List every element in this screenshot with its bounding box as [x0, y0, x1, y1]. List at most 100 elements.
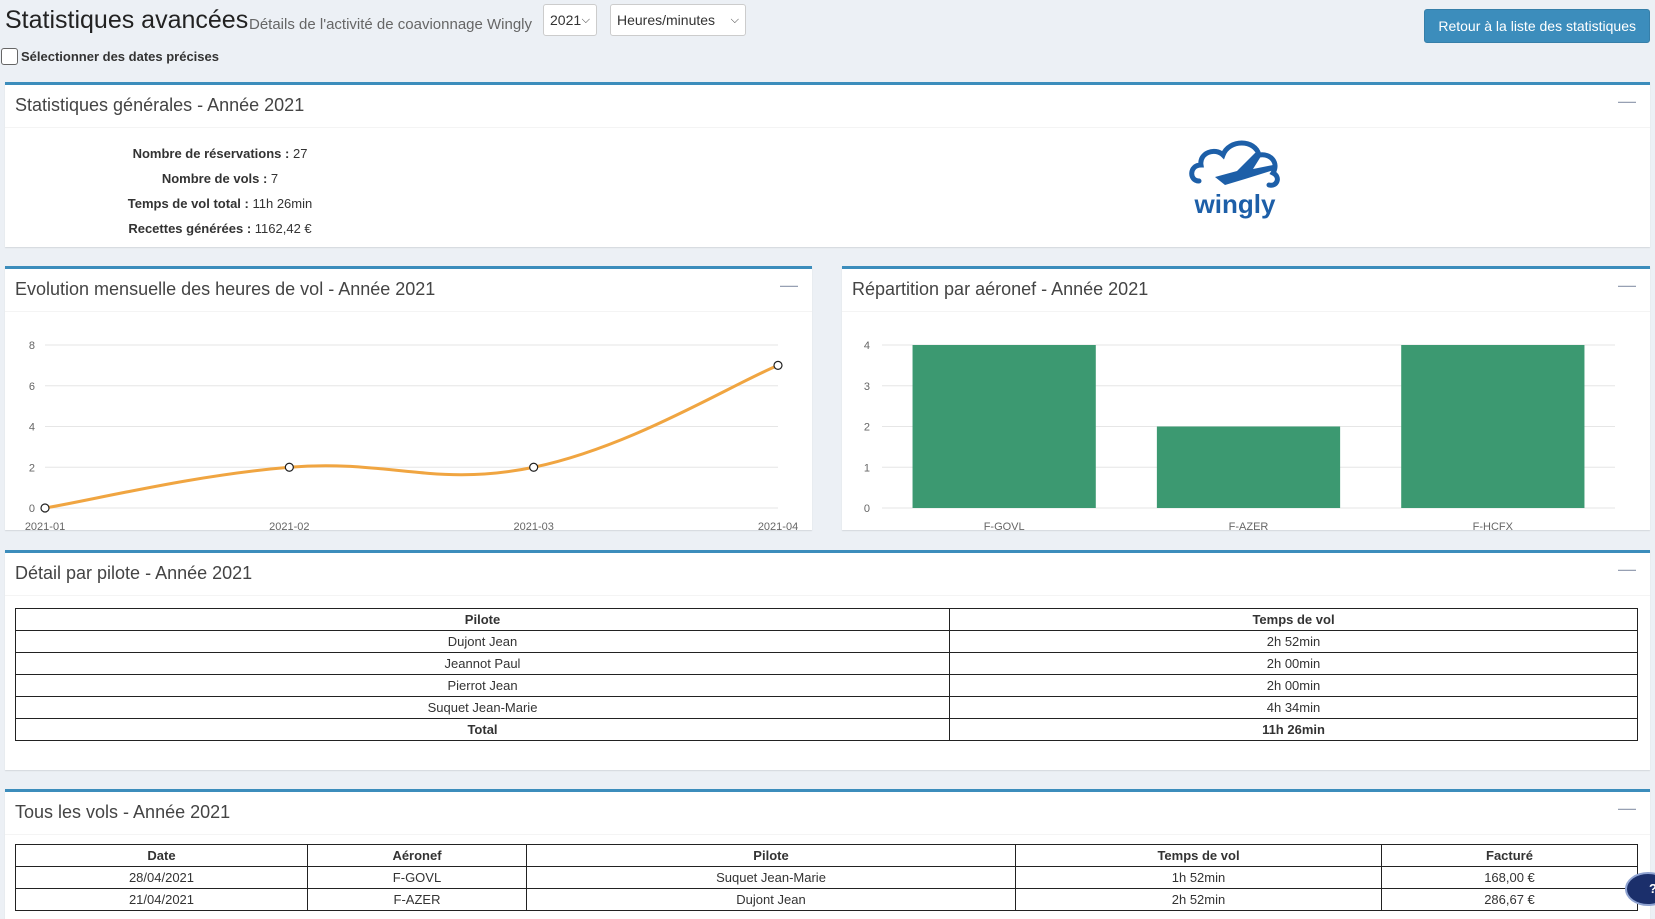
- data-point: [40, 503, 50, 513]
- general-stats-box: Statistiques générales - Année 2021 — No…: [5, 82, 1650, 247]
- pilot-cell: Suquet Jean-Marie: [15, 696, 950, 719]
- box-title: Répartition par aéronef - Année 2021: [852, 279, 1149, 299]
- total-value: 11h 26min: [949, 718, 1638, 741]
- y-tick-label: 4: [29, 422, 35, 434]
- cloud-plane-icon: wingly: [1189, 140, 1280, 219]
- y-tick-label: 3: [864, 381, 870, 393]
- flights-box: Tous les vols - Année 2021 — Date Aérone…: [5, 789, 1650, 919]
- time-cell: 4h 34min: [949, 696, 1638, 719]
- time-cell: 2h 00min: [949, 674, 1638, 697]
- minus-icon[interactable]: —: [1618, 91, 1636, 111]
- column-header: Pilote: [15, 608, 950, 631]
- wingly-logo: wingly: [1185, 133, 1285, 223]
- data-point: [773, 360, 783, 370]
- x-tick-label: F-GOVL: [984, 521, 1025, 530]
- year-select[interactable]: 2021 ⌵: [543, 4, 597, 36]
- monthly-line-chart: 0 2 4 6 8 2021-01 2021-02 2021-03 2021-04: [25, 340, 798, 533]
- minus-icon[interactable]: —: [1618, 275, 1636, 295]
- column-header: Facturé: [1381, 844, 1638, 867]
- column-header: Pilote: [526, 844, 1016, 867]
- table-header-row: Pilote Temps de vol: [15, 608, 1638, 631]
- table-row: Jeannot Paul 2h 00min: [15, 652, 1638, 675]
- stat-flights: Nombre de vols : 7: [161, 171, 279, 186]
- page-subtitle: Détails de l'activité de coavionnage Win…: [249, 16, 533, 33]
- time-cell: 2h 52min: [949, 630, 1638, 653]
- date-cell: 28/04/2021: [15, 866, 308, 889]
- bar: [1401, 345, 1585, 508]
- aircraft-cell: F-AZER: [307, 888, 527, 911]
- top-bar: Statistiques avancées Détails de l'activ…: [5, 4, 1650, 46]
- general-stats-list: Nombre de réservations : 27 Nombre de vo…: [5, 141, 435, 241]
- box-header: Détail par pilote - Année 2021 —: [5, 553, 1650, 596]
- table-row: Suquet Jean-Marie 4h 34min: [15, 696, 1638, 719]
- pilots-box: Détail par pilote - Année 2021 — Pilote …: [5, 550, 1650, 770]
- y-tick-label: 8: [29, 340, 35, 352]
- total-row: Total 11h 26min: [15, 718, 1638, 741]
- minus-icon[interactable]: —: [780, 275, 798, 295]
- box-header: Tous les vols - Année 2021 —: [5, 792, 1650, 835]
- series-line: [44, 363, 779, 510]
- column-header: Temps de vol: [949, 608, 1638, 631]
- y-tick-label: 1: [864, 462, 870, 474]
- data-point: [529, 462, 539, 472]
- y-tick-label: 0: [29, 503, 35, 515]
- billed-cell: 286,67 €: [1381, 888, 1638, 911]
- box-title: Tous les vols - Année 2021: [15, 802, 231, 822]
- box-header: Evolution mensuelle des heures de vol - …: [5, 269, 812, 312]
- pilot-cell: Pierrot Jean: [15, 674, 950, 697]
- column-header: Date: [15, 844, 308, 867]
- table-header-row: Date Aéronef Pilote Temps de vol Facturé: [15, 844, 1638, 867]
- pilot-cell: Dujont Jean: [526, 888, 1016, 911]
- unit-select[interactable]: Heures/minutes ⌵: [610, 4, 746, 36]
- page-title: Statistiques avancées: [5, 6, 249, 34]
- date-cell: 21/04/2021: [15, 888, 308, 911]
- minus-icon[interactable]: —: [1618, 559, 1636, 579]
- logo-text: wingly: [1194, 189, 1276, 219]
- y-tick-label: 6: [29, 381, 35, 393]
- column-header: Aéronef: [307, 844, 527, 867]
- aircraft-bar-chart: 0 1 2 3 4 F-GOVL F-AZER F-HCFX: [864, 340, 1615, 533]
- box-title: Statistiques générales - Année 2021: [15, 95, 305, 115]
- stat-reservations: Nombre de réservations : 27: [132, 146, 308, 161]
- bar: [1156, 426, 1341, 508]
- y-tick-label: 2: [864, 422, 870, 434]
- x-tick-label: 2021-02: [269, 521, 309, 530]
- box-header: Répartition par aéronef - Année 2021 —: [842, 269, 1650, 312]
- bar: [912, 345, 1096, 508]
- stat-revenue: Recettes générées : 1162,42 €: [128, 221, 312, 236]
- billed-cell: 168,00 €: [1381, 866, 1638, 889]
- minus-icon[interactable]: —: [1618, 798, 1636, 818]
- x-tick-label: F-AZER: [1229, 521, 1269, 530]
- monthly-chart-box: Evolution mensuelle des heures de vol - …: [5, 266, 812, 533]
- x-tick-label: 2021-03: [513, 521, 553, 530]
- pilot-cell: Suquet Jean-Marie: [526, 866, 1016, 889]
- total-label: Total: [15, 718, 950, 741]
- box-title: Evolution mensuelle des heures de vol - …: [15, 279, 436, 299]
- chevron-down-icon: ⌵: [730, 13, 739, 26]
- unit-select-value: Heures/minutes: [617, 12, 716, 28]
- precise-dates-checkbox[interactable]: [1, 48, 18, 65]
- time-cell: 2h 00min: [949, 652, 1638, 675]
- y-tick-label: 0: [864, 503, 870, 515]
- time-cell: 1h 52min: [1015, 866, 1382, 889]
- box-header: Statistiques générales - Année 2021 —: [5, 85, 1650, 128]
- help-badge[interactable]: ?: [1625, 872, 1655, 906]
- help-badge-label: ?: [1649, 881, 1655, 896]
- box-title: Détail par pilote - Année 2021: [15, 563, 253, 583]
- chevron-down-icon: ⌵: [581, 13, 590, 26]
- y-tick-label: 2: [29, 462, 35, 474]
- table-row: 28/04/2021 F-GOVL Suquet Jean-Marie 1h 5…: [15, 866, 1638, 889]
- pilots-table: Pilote Temps de vol Dujont Jean 2h 52min …: [15, 608, 1638, 741]
- column-header: Temps de vol: [1015, 844, 1382, 867]
- aircraft-chart-box: Répartition par aéronef - Année 2021 — 0…: [842, 266, 1650, 533]
- precise-dates-label[interactable]: Sélectionner des dates précises: [21, 49, 219, 64]
- back-to-statistics-button[interactable]: Retour à la liste des statistiques: [1424, 9, 1650, 43]
- flights-table: Date Aéronef Pilote Temps de vol Facturé…: [15, 844, 1638, 911]
- x-tick-label: 2021-01: [25, 521, 65, 530]
- year-select-value: 2021: [550, 12, 582, 28]
- stat-flight-time: Temps de vol total : 11h 26min: [127, 196, 313, 211]
- table-row: Dujont Jean 2h 52min: [15, 630, 1638, 653]
- y-tick-label: 4: [864, 340, 870, 352]
- data-point: [284, 462, 294, 472]
- pilot-cell: Dujont Jean: [15, 630, 950, 653]
